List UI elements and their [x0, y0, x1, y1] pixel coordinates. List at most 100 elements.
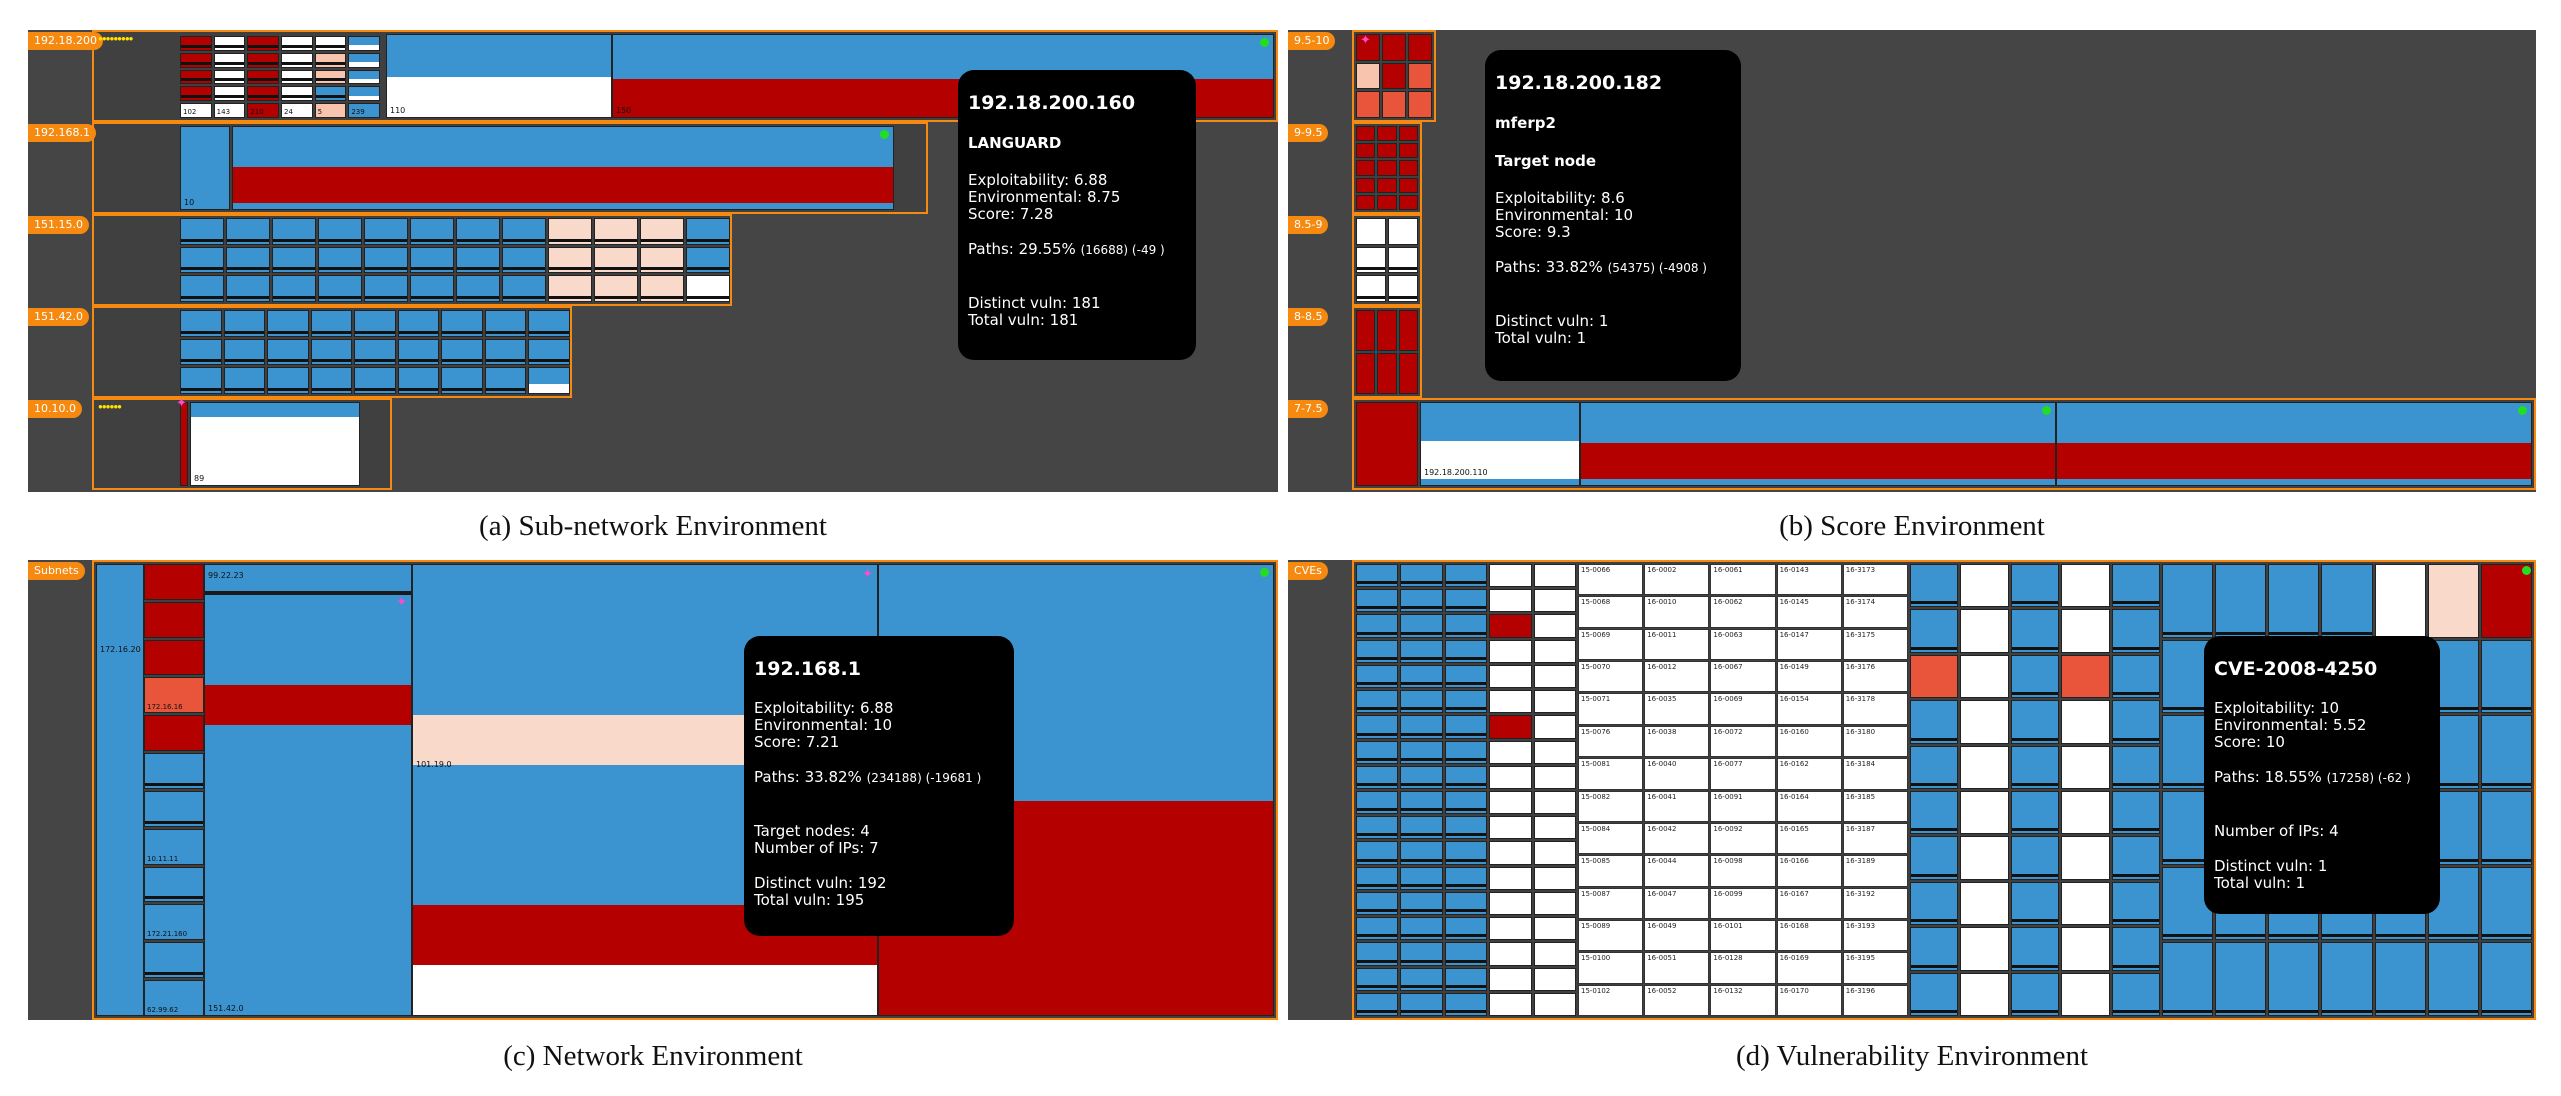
host-cell[interactable]	[318, 275, 362, 302]
cve-cell[interactable]: 16-0168	[1776, 919, 1842, 952]
cve-cell[interactable]: 16-0147	[1776, 628, 1842, 661]
host-cell[interactable]	[267, 367, 309, 394]
host-cell[interactable]	[272, 218, 316, 245]
cve-cell[interactable]: 16-0067	[1710, 661, 1776, 693]
host-block[interactable]	[180, 402, 188, 486]
cve-cell[interactable]	[2111, 564, 2160, 608]
host-cell[interactable]	[1408, 34, 1432, 61]
host-cell[interactable]	[1408, 62, 1432, 90]
cve-cell[interactable]: 16-3189	[1842, 855, 1908, 887]
cve-cell[interactable]	[1356, 841, 1399, 865]
cve-cell[interactable]	[1400, 790, 1443, 815]
cve-cell[interactable]: 16-0011	[1644, 628, 1710, 661]
host-cell[interactable]	[1356, 62, 1380, 90]
host-cell[interactable]	[314, 86, 347, 102]
cve-cell[interactable]	[1489, 564, 1532, 588]
cve-cell[interactable]: 15-0085	[1578, 855, 1644, 887]
cve-cell[interactable]: 16-0164	[1776, 790, 1842, 822]
host-grid[interactable]	[180, 218, 730, 302]
cve-cell[interactable]: 16-0145	[1776, 596, 1842, 628]
host-cell[interactable]	[1408, 91, 1432, 118]
cve-cell[interactable]	[1444, 715, 1488, 739]
host-cell[interactable]	[180, 275, 224, 302]
cve-cell[interactable]	[1444, 891, 1488, 916]
host-cell[interactable]	[686, 246, 730, 274]
cve-cell[interactable]	[1356, 740, 1399, 764]
cve-cell[interactable]	[1356, 639, 1399, 663]
host-cell[interactable]: 172.21.160	[144, 904, 204, 941]
cve-cell[interactable]	[1444, 992, 1488, 1016]
host-cell[interactable]	[640, 218, 684, 245]
host-cell[interactable]	[1388, 218, 1418, 245]
cve-columns-mid[interactable]	[1910, 564, 2160, 1016]
host-cell[interactable]	[1356, 126, 1376, 142]
host-cell[interactable]	[247, 86, 279, 102]
cve-cell[interactable]	[1960, 564, 2009, 608]
host-cell[interactable]	[410, 218, 454, 245]
host-cell[interactable]	[348, 86, 380, 102]
host-cell[interactable]	[223, 310, 266, 337]
cve-cell[interactable]	[1444, 816, 1488, 840]
cve-cell[interactable]	[1444, 841, 1488, 865]
cve-cell[interactable]	[1444, 866, 1488, 890]
cve-cell[interactable]: 16-0063	[1710, 628, 1776, 661]
host-cell[interactable]	[354, 338, 396, 366]
host-cell[interactable]	[1377, 143, 1397, 159]
cve-cell[interactable]	[1489, 841, 1532, 865]
cve-cell[interactable]	[2010, 791, 2060, 835]
host-grid[interactable]: 102 143 210 24 5 239	[180, 36, 380, 118]
host-cell[interactable]	[1398, 143, 1418, 159]
host-block[interactable]: 89	[190, 402, 360, 486]
cve-cell[interactable]	[1489, 740, 1532, 764]
cve-cell[interactable]: 16-0101	[1710, 919, 1776, 952]
cve-cell[interactable]: 16-3175	[1842, 628, 1908, 661]
host-cell[interactable]	[272, 275, 316, 302]
cve-cell[interactable]	[1489, 942, 1532, 966]
cve-cell[interactable]	[1356, 891, 1399, 916]
host-block[interactable]	[232, 126, 894, 210]
host-cell[interactable]	[213, 36, 246, 51]
host-cell[interactable]	[1382, 91, 1406, 118]
host-cell[interactable]	[180, 246, 224, 274]
cve-cell[interactable]	[1400, 715, 1443, 739]
host-cell[interactable]	[226, 218, 270, 245]
cve-cell[interactable]	[1400, 564, 1443, 588]
cve-cell[interactable]	[2111, 791, 2160, 835]
cve-cell[interactable]	[1400, 942, 1443, 966]
host-cell[interactable]	[640, 275, 684, 302]
cve-cell[interactable]: 15-0084	[1578, 822, 1644, 855]
host-cell[interactable]	[318, 218, 362, 245]
cve-cell[interactable]	[1444, 942, 1488, 966]
cve-cell[interactable]	[1489, 690, 1532, 714]
host-cell[interactable]	[640, 246, 684, 274]
cve-cell[interactable]	[2010, 745, 2060, 789]
cve-cell[interactable]	[1356, 790, 1399, 815]
cve-cell[interactable]	[1356, 992, 1399, 1016]
cve-cell[interactable]	[2480, 715, 2532, 789]
cve-cell[interactable]: 16-0051	[1644, 952, 1710, 984]
cve-cell[interactable]	[1489, 639, 1532, 663]
host-cell[interactable]	[247, 52, 279, 68]
host-cell[interactable]	[686, 275, 730, 302]
cve-cell[interactable]	[2061, 972, 2110, 1016]
host-cell[interactable]	[144, 639, 204, 676]
cve-cell[interactable]: 16-3174	[1842, 596, 1908, 628]
host-cell[interactable]	[548, 218, 592, 245]
cve-cell[interactable]	[1489, 816, 1532, 840]
host-block[interactable]	[1580, 402, 2056, 486]
host-cell[interactable]	[441, 310, 483, 337]
cve-cell[interactable]: 16-0041	[1644, 790, 1710, 822]
cve-cell[interactable]	[1356, 715, 1399, 739]
cve-cell[interactable]: 15-0071	[1578, 693, 1644, 725]
cve-cell[interactable]	[2061, 791, 2110, 835]
cve-cell[interactable]	[1533, 917, 1576, 941]
vuln-tag[interactable]: CVEs	[1288, 562, 1328, 580]
cve-cell[interactable]: 16-3193	[1842, 919, 1908, 952]
cve-cell[interactable]: 16-0062	[1710, 596, 1776, 628]
cve-cell[interactable]: 16-0143	[1776, 564, 1842, 596]
cve-cell[interactable]	[1910, 836, 1959, 880]
host-cell[interactable]	[1377, 177, 1397, 193]
host-grid[interactable]	[1356, 126, 1418, 210]
cve-cell[interactable]	[1444, 790, 1488, 815]
cve-cell[interactable]	[1444, 690, 1488, 714]
